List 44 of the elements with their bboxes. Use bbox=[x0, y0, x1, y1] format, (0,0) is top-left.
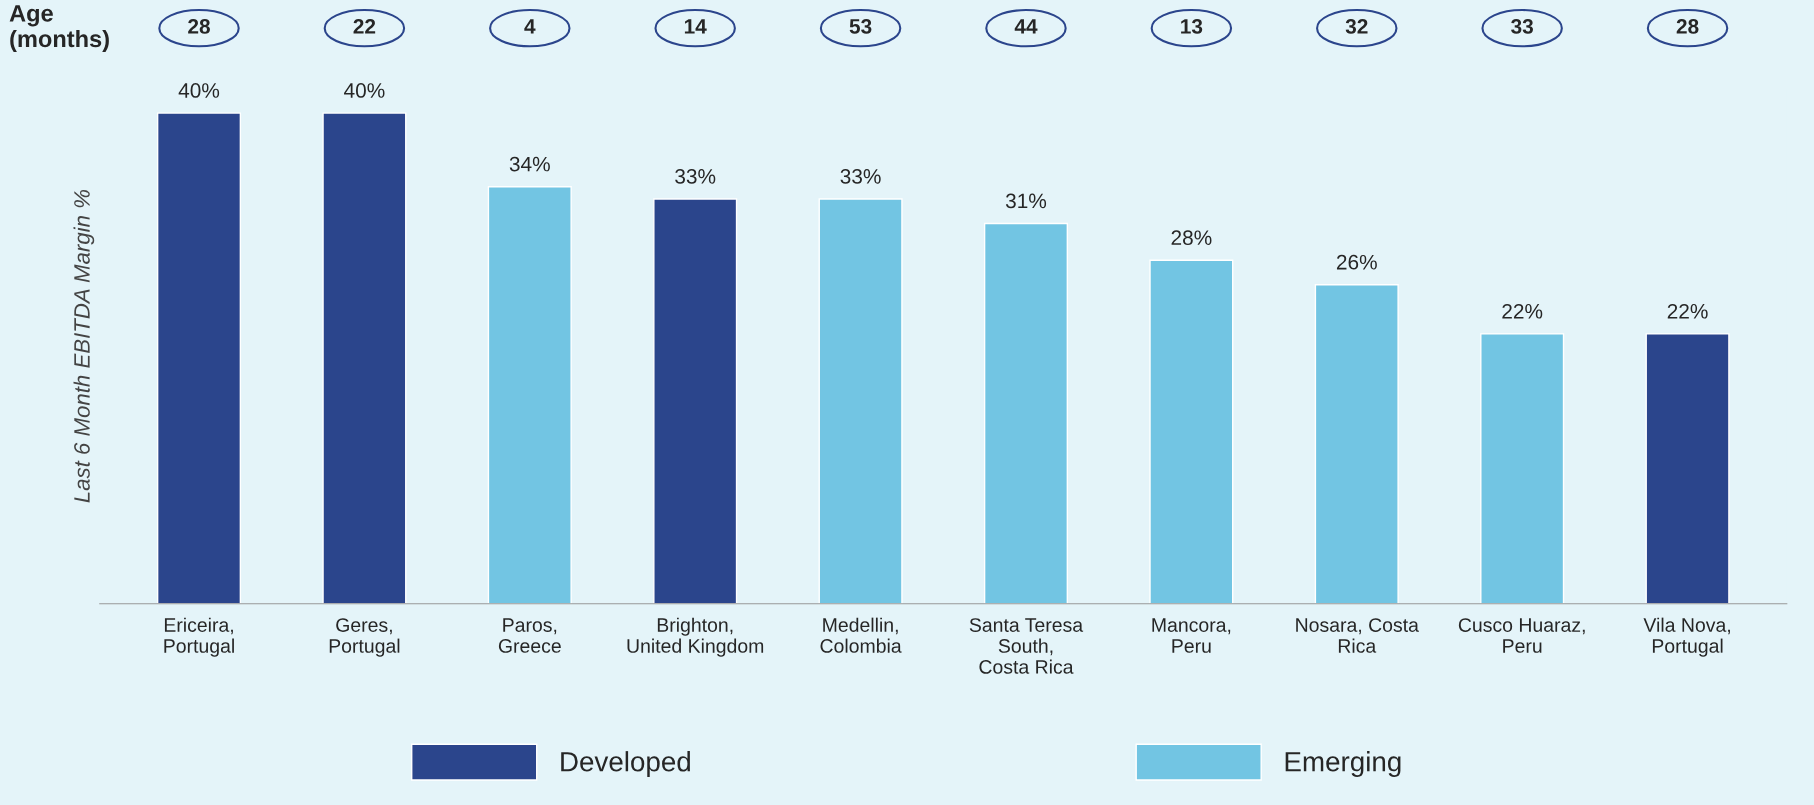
x-tick-label: Santa Teresa South, Costa Rica bbox=[969, 618, 1084, 674]
y-axis-title: Last 6 Month EBITDA Margin % bbox=[73, 190, 95, 503]
x-tick-label: Medellin, Colombia bbox=[820, 617, 902, 653]
bar bbox=[1480, 333, 1565, 604]
text: 53 bbox=[849, 19, 872, 34]
text: 28 bbox=[1676, 19, 1699, 34]
bar bbox=[322, 112, 407, 604]
bar bbox=[818, 198, 903, 604]
data-label: 31% bbox=[1005, 193, 1047, 209]
x-tick-label: Geres, Portugal bbox=[329, 618, 400, 657]
text: Age (months) bbox=[9, 5, 109, 52]
data-label: 40% bbox=[178, 83, 220, 98]
data-label: 34% bbox=[509, 156, 550, 172]
data-label: 22% bbox=[1502, 303, 1543, 319]
text: 4 bbox=[524, 19, 536, 34]
bar bbox=[1645, 333, 1730, 604]
text: 13 bbox=[1181, 19, 1203, 34]
x-tick-label: Vila Nova, Portugal bbox=[1643, 617, 1730, 657]
bar bbox=[983, 222, 1069, 604]
bar bbox=[1149, 259, 1234, 604]
data-label: 33% bbox=[840, 168, 881, 184]
x-tick-label: Nosara, Costa Rica bbox=[1296, 618, 1419, 653]
x-tick-label: Ericeira, Portugal bbox=[164, 617, 234, 657]
data-label: 28% bbox=[1171, 230, 1212, 246]
x-tick-label: Cusco Huaraz, Peru bbox=[1458, 618, 1585, 653]
text: 28 bbox=[188, 19, 210, 34]
text: 14 bbox=[684, 19, 707, 34]
legend-label: Developed bbox=[561, 751, 690, 778]
text: 44 bbox=[1014, 19, 1038, 34]
text: 33 bbox=[1511, 19, 1533, 34]
text: 32 bbox=[1345, 19, 1368, 34]
bar bbox=[156, 112, 242, 604]
data-label: 40% bbox=[344, 83, 385, 98]
x-tick-label: Paros, Greece bbox=[498, 618, 561, 653]
text: 22 bbox=[353, 19, 376, 34]
legend-label: Emerging bbox=[1285, 751, 1401, 778]
data-label: 33% bbox=[675, 168, 716, 184]
x-tick-label: Mancora, Peru bbox=[1152, 618, 1231, 653]
bar bbox=[653, 198, 738, 604]
data-label: 26% bbox=[1336, 254, 1377, 270]
bar bbox=[487, 185, 572, 604]
data-label: 22% bbox=[1667, 303, 1708, 319]
bar bbox=[1314, 284, 1399, 604]
x-tick-label: Brighton, United Kingdom bbox=[627, 617, 764, 657]
